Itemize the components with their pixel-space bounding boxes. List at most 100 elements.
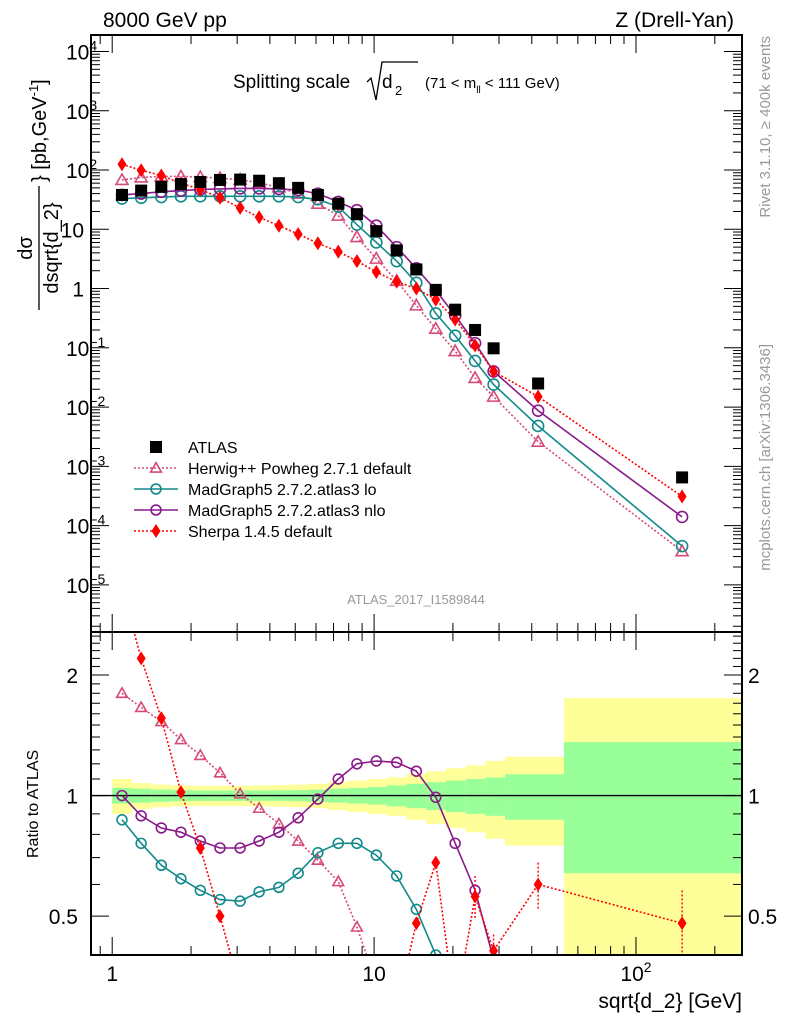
plot-title: Splitting scale d 2 (71 < mll < 111 GeV): [233, 61, 560, 101]
legend-item: MadGraph5 2.7.2.atlas3 lo: [134, 482, 377, 499]
legend-label: ATLAS: [188, 440, 238, 457]
ratio-data-point: [370, 849, 383, 861]
data-point: [235, 200, 245, 215]
ratio-data-point: [470, 889, 480, 904]
ratio-y-axis-label: Ratio to ATLAS: [25, 750, 42, 858]
ratio-data-point: [351, 837, 363, 850]
main-panel: [90, 34, 743, 633]
ratio-data-point: [215, 909, 225, 924]
ratio-data-point: [273, 826, 285, 838]
ratio-data-point: [194, 884, 207, 897]
data-point: [115, 188, 128, 201]
ratio-y-tick-label-left: 2: [66, 665, 78, 688]
data-point: [370, 225, 383, 238]
ratio-data-point: [252, 801, 266, 814]
ratio-data-point: [174, 732, 188, 745]
y-tick-label: 10−1: [66, 334, 106, 361]
y-tick-label: 10−4: [66, 512, 106, 539]
y-axis-label: dσ dsqrt{d_2} } [pb,GeV-1]: [15, 79, 63, 310]
data-point: [429, 307, 443, 320]
y-tick-label: 10: [61, 219, 84, 242]
data-point: [252, 190, 266, 203]
plot-title-main: Splitting scale: [233, 72, 350, 93]
ratio-data-point: [253, 835, 265, 847]
y-tick-label-sup: −5: [89, 571, 105, 587]
data-point: [487, 342, 500, 355]
y-tick-label-base: 10: [66, 516, 89, 539]
ratio-y-tick-label-left: 1: [66, 786, 78, 809]
ratio-data-point: [176, 785, 186, 800]
series-line: [121, 175, 683, 552]
stat-uncertainty-band: [563, 742, 742, 874]
ratio-data-point: [135, 810, 147, 822]
data-point: [411, 281, 421, 296]
data-point: [450, 312, 460, 327]
legend-item: Herwig++ Powheg 2.7.1 default: [134, 460, 412, 478]
stat-uncertainty-band: [445, 780, 466, 812]
data-point: [449, 303, 462, 316]
ratio-data-point: [234, 895, 246, 907]
y-label-unit-end: ]: [29, 79, 51, 85]
ratio-data-point: [136, 651, 146, 666]
ratio-series-madgraph5-2-7-2-atlas3-nlo: [116, 755, 498, 955]
ratio-data-point: [451, 1004, 460, 1018]
ratio-data-point: [156, 711, 166, 726]
ratio-data-point: [234, 842, 246, 854]
y-tick-label-sup: 3: [89, 97, 97, 113]
data-point: [136, 163, 146, 178]
y-tick-label-sup: 2: [89, 156, 97, 172]
ratio-data-point: [392, 1001, 401, 1015]
ratio-data-point: [236, 981, 245, 995]
ratio-data-point: [134, 700, 148, 713]
stat-uncertainty-band: [465, 778, 486, 814]
y-label-unit-sup: -1: [26, 85, 41, 97]
ratio-series-line: [121, 760, 494, 955]
y-tick-label-base: 10: [66, 397, 89, 420]
x-axis-ticks: 1 10 102: [99, 35, 716, 986]
range-post: < 111 GeV): [481, 75, 560, 92]
y-tick-label-base: 10: [66, 101, 89, 124]
data-point: [676, 471, 689, 484]
ratio-data-point: [155, 859, 168, 871]
ratio-data-point: [312, 846, 324, 859]
data-point: [675, 510, 689, 524]
data-point: [274, 218, 284, 233]
legend-item: ATLAS: [150, 440, 238, 457]
data-point: [135, 184, 148, 197]
ratio-data-point: [213, 765, 227, 778]
data-point: [487, 378, 500, 391]
ratio-data-point: [193, 748, 208, 761]
y-tick-label-sup: −3: [89, 452, 105, 468]
data-point: [447, 343, 463, 357]
plot-title-sub: 2: [395, 83, 402, 98]
data-point: [532, 377, 545, 390]
legend-marker: [149, 460, 163, 473]
legend-marker: [150, 504, 162, 516]
x-tick-label-base: 10: [620, 963, 643, 986]
data-point: [392, 274, 402, 289]
ratio-data-point: [351, 758, 363, 770]
ratio-data-point: [292, 812, 304, 824]
data-point: [311, 188, 324, 201]
data-point: [470, 338, 480, 353]
data-point: [333, 244, 343, 259]
ratio-data-point: [195, 840, 205, 855]
y-tick-label: 1: [72, 279, 84, 302]
legend-label: MadGraph5 2.7.2.atlas3 lo: [188, 482, 377, 499]
data-point: [431, 292, 441, 307]
data-point: [429, 283, 442, 296]
data-point: [489, 364, 499, 379]
y-tick-label-base: 10: [66, 575, 89, 598]
plot-title-range: (71 < mll < 111 GeV): [425, 75, 560, 96]
ratio-data-point: [533, 877, 543, 892]
mcplots-label: mcplots.cern.ch [arXiv:1306.3436]: [757, 344, 774, 571]
ratio-data-point: [253, 886, 265, 898]
data-point: [234, 173, 247, 186]
data-point: [352, 254, 362, 269]
legend: ATLAS Herwig++ Powheg 2.7.1 default MadGra…: [134, 440, 412, 541]
data-point: [254, 210, 264, 225]
data-point: [174, 178, 187, 191]
ratio-series-line: [121, 819, 437, 955]
ratio-panel: [90, 631, 743, 1018]
ratio-data-point: [135, 837, 147, 850]
